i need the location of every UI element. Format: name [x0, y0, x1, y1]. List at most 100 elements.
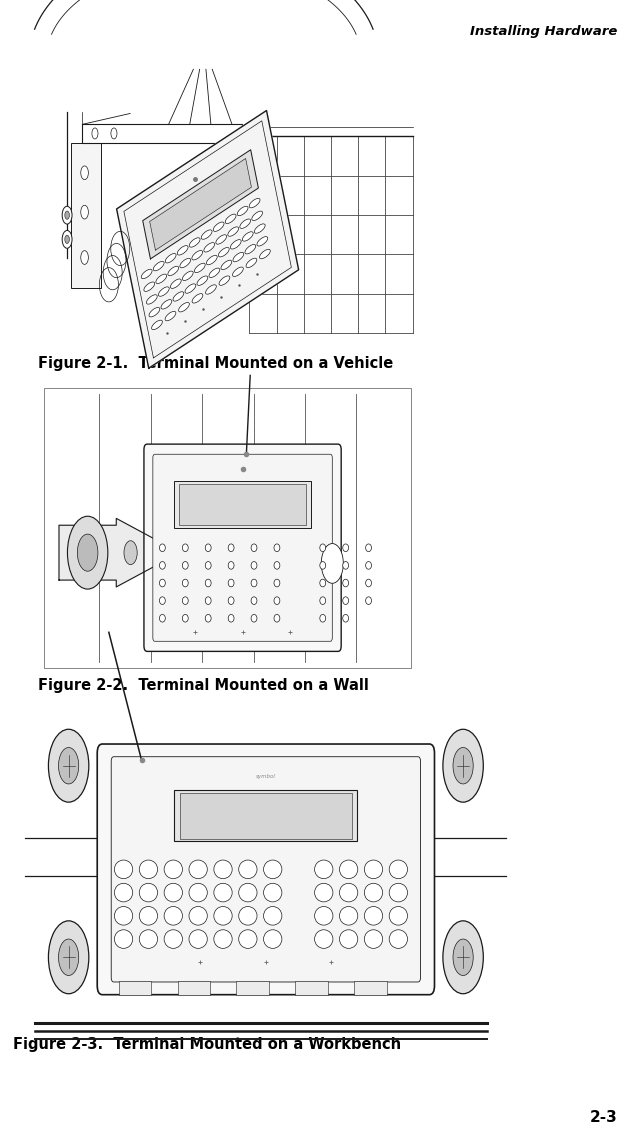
- Ellipse shape: [139, 883, 158, 902]
- Circle shape: [81, 206, 89, 219]
- Ellipse shape: [206, 256, 217, 265]
- Circle shape: [81, 166, 89, 179]
- Ellipse shape: [182, 562, 188, 569]
- Ellipse shape: [189, 238, 200, 247]
- Ellipse shape: [164, 883, 182, 902]
- FancyBboxPatch shape: [153, 455, 332, 642]
- Ellipse shape: [221, 260, 232, 270]
- Ellipse shape: [225, 215, 236, 224]
- Ellipse shape: [216, 235, 227, 244]
- Ellipse shape: [320, 562, 326, 569]
- Ellipse shape: [365, 930, 382, 948]
- Ellipse shape: [274, 544, 280, 552]
- Ellipse shape: [228, 579, 234, 587]
- Ellipse shape: [315, 883, 333, 902]
- Ellipse shape: [342, 597, 349, 604]
- Circle shape: [443, 730, 484, 802]
- Ellipse shape: [170, 279, 181, 289]
- Bar: [179, 484, 306, 525]
- Ellipse shape: [214, 883, 232, 902]
- Ellipse shape: [151, 320, 163, 330]
- Bar: [174, 481, 311, 528]
- Ellipse shape: [185, 284, 196, 293]
- Ellipse shape: [192, 293, 203, 303]
- Ellipse shape: [179, 303, 189, 312]
- Ellipse shape: [228, 597, 234, 604]
- Ellipse shape: [139, 930, 158, 948]
- Ellipse shape: [365, 883, 382, 902]
- Ellipse shape: [189, 930, 207, 948]
- Ellipse shape: [239, 860, 257, 878]
- Ellipse shape: [164, 860, 182, 878]
- Ellipse shape: [139, 907, 158, 925]
- Ellipse shape: [251, 597, 257, 604]
- Circle shape: [81, 251, 89, 265]
- Ellipse shape: [160, 597, 165, 604]
- Text: Installing Hardware: Installing Hardware: [470, 25, 617, 38]
- Text: Figure 2-3.  Terminal Mounted on a Workbench: Figure 2-3. Terminal Mounted on a Workbe…: [13, 1037, 401, 1052]
- Ellipse shape: [249, 199, 260, 208]
- FancyBboxPatch shape: [144, 444, 341, 651]
- Ellipse shape: [254, 224, 265, 233]
- Ellipse shape: [263, 860, 282, 878]
- Ellipse shape: [205, 562, 211, 569]
- Ellipse shape: [274, 562, 280, 569]
- Ellipse shape: [182, 544, 188, 552]
- Ellipse shape: [161, 299, 172, 309]
- Circle shape: [92, 128, 98, 139]
- Ellipse shape: [182, 597, 188, 604]
- Ellipse shape: [218, 248, 229, 257]
- Ellipse shape: [237, 207, 248, 216]
- Circle shape: [62, 207, 72, 224]
- Bar: [296, 981, 328, 995]
- Ellipse shape: [160, 544, 165, 552]
- Ellipse shape: [320, 597, 326, 604]
- Ellipse shape: [315, 907, 333, 925]
- Ellipse shape: [251, 579, 257, 587]
- Ellipse shape: [228, 562, 234, 569]
- Text: Figure 2-1.  Terminal Mounted on a Vehicle: Figure 2-1. Terminal Mounted on a Vehicl…: [38, 356, 393, 371]
- Ellipse shape: [214, 930, 232, 948]
- Ellipse shape: [194, 264, 205, 273]
- Ellipse shape: [339, 860, 358, 878]
- Ellipse shape: [257, 236, 268, 246]
- Ellipse shape: [342, 579, 349, 587]
- Ellipse shape: [115, 907, 133, 925]
- Ellipse shape: [201, 230, 212, 240]
- Text: Figure 2-2.  Terminal Mounted on a Wall: Figure 2-2. Terminal Mounted on a Wall: [38, 678, 369, 693]
- Ellipse shape: [366, 597, 372, 604]
- Ellipse shape: [320, 544, 326, 552]
- Bar: [174, 790, 358, 842]
- Ellipse shape: [342, 544, 349, 552]
- Circle shape: [58, 748, 78, 783]
- Ellipse shape: [315, 930, 333, 948]
- Polygon shape: [149, 159, 251, 250]
- Circle shape: [111, 128, 117, 139]
- Ellipse shape: [189, 907, 207, 925]
- Ellipse shape: [160, 579, 165, 587]
- Ellipse shape: [339, 883, 358, 902]
- Bar: [177, 981, 210, 995]
- Ellipse shape: [189, 860, 207, 878]
- Circle shape: [124, 540, 137, 564]
- Ellipse shape: [389, 860, 408, 878]
- Ellipse shape: [320, 614, 326, 622]
- Ellipse shape: [165, 254, 176, 263]
- Ellipse shape: [245, 244, 256, 254]
- Circle shape: [65, 235, 70, 243]
- Ellipse shape: [251, 544, 257, 552]
- Ellipse shape: [205, 614, 211, 622]
- Ellipse shape: [139, 860, 158, 878]
- Ellipse shape: [205, 544, 211, 552]
- Ellipse shape: [339, 930, 358, 948]
- Circle shape: [65, 211, 70, 219]
- Ellipse shape: [342, 614, 349, 622]
- Ellipse shape: [160, 562, 165, 569]
- Ellipse shape: [205, 579, 211, 587]
- Bar: [354, 981, 387, 995]
- Ellipse shape: [204, 242, 215, 252]
- Text: 2-3: 2-3: [589, 1110, 617, 1125]
- Ellipse shape: [342, 562, 349, 569]
- Ellipse shape: [366, 562, 372, 569]
- Ellipse shape: [365, 907, 382, 925]
